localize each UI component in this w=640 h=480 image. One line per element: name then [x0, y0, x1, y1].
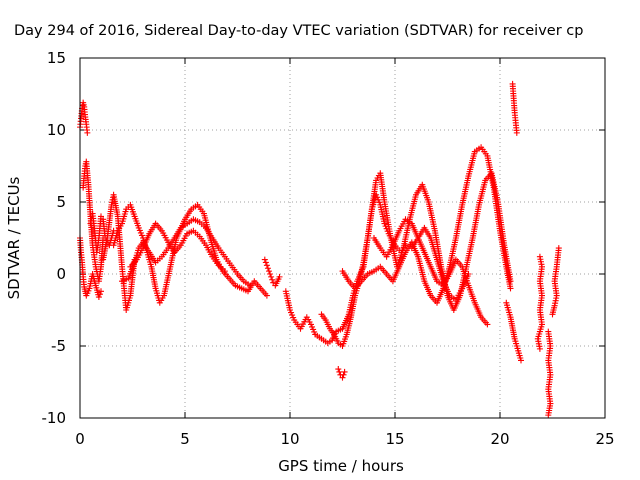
data-point — [335, 366, 342, 373]
grid — [80, 58, 605, 418]
data-point — [221, 268, 228, 275]
series-track-M — [339, 144, 514, 306]
y-tick-label: 0 — [56, 265, 66, 283]
data-point — [96, 291, 103, 298]
series-track-F — [110, 201, 270, 306]
x-tick-label: 5 — [180, 430, 190, 448]
data-point — [84, 129, 91, 136]
series-track-P — [503, 299, 524, 364]
x-tick-label: 15 — [385, 430, 404, 448]
data-point — [518, 357, 524, 364]
series-track-L — [335, 366, 348, 381]
data-point — [536, 345, 543, 352]
y-tick-label: -10 — [42, 409, 67, 427]
data-point — [276, 273, 283, 280]
series-track-I — [261, 256, 283, 289]
data-point — [268, 273, 275, 280]
series-track-N2 — [408, 224, 472, 303]
data-point — [267, 271, 274, 277]
series-track-Q — [534, 253, 545, 352]
data-point — [507, 285, 514, 292]
data-point — [261, 256, 268, 263]
data-point — [263, 292, 270, 299]
x-tick-label: 0 — [75, 430, 85, 448]
data-point — [263, 262, 270, 269]
y-tick-label: 5 — [56, 193, 66, 211]
series-track-N — [371, 216, 491, 328]
data-point — [266, 268, 272, 275]
data-point — [247, 282, 254, 289]
data-point — [545, 412, 552, 419]
y-tick-label: -5 — [51, 337, 66, 355]
x-tick-label: 20 — [490, 430, 509, 448]
data-point — [336, 368, 343, 375]
data-point — [98, 288, 104, 295]
data-point — [484, 321, 491, 328]
y-axis-label: SDTVAR / TECUs — [5, 176, 23, 299]
series-track-R — [545, 328, 554, 419]
series-track-H — [127, 220, 228, 275]
x-tick-label: 10 — [280, 430, 299, 448]
data-point — [264, 265, 271, 272]
plot-frame — [79, 57, 606, 419]
x-tick-label: 25 — [595, 430, 614, 448]
y-tick-labels: -10 -5 0 5 10 15 — [42, 49, 67, 427]
data-point — [339, 374, 346, 381]
y-tick-label: 15 — [47, 49, 66, 67]
data-point — [555, 245, 562, 252]
data-point — [340, 371, 347, 378]
series-track-E — [100, 191, 138, 313]
data-point — [262, 259, 269, 266]
data-point — [513, 129, 520, 136]
series-track-J — [282, 191, 409, 347]
y-tick-label: 10 — [47, 121, 66, 139]
data-points — [77, 80, 562, 419]
chart-title: Day 294 of 2016, Sidereal Day-to-day VTE… — [14, 23, 583, 39]
data-point — [465, 271, 472, 277]
data-point — [269, 276, 276, 283]
data-point — [95, 294, 102, 301]
x-tick-labels: 0 5 10 15 20 25 — [75, 430, 614, 448]
tick-marks — [79, 57, 606, 419]
x-axis-label: GPS time / hours — [278, 457, 404, 475]
data-point — [341, 368, 348, 375]
series-track-S — [549, 245, 562, 318]
series-track-O — [509, 80, 520, 136]
